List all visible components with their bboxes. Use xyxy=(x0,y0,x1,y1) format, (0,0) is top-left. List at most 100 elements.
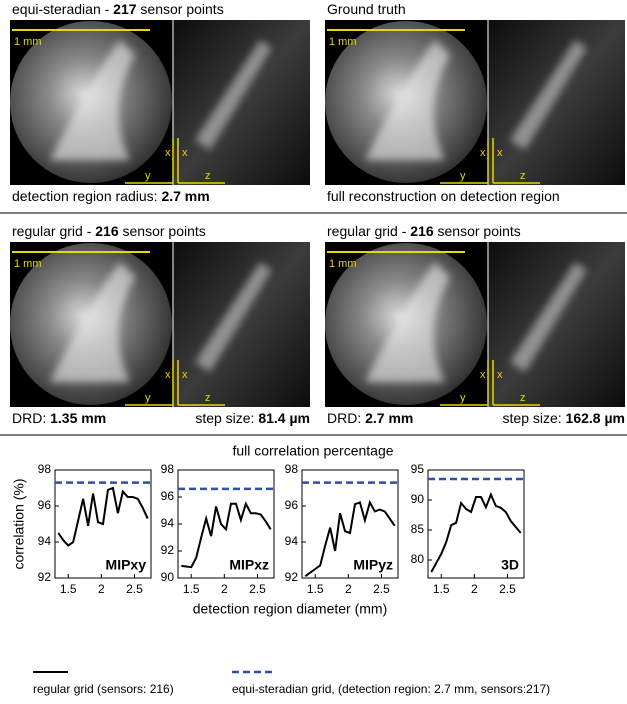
x-tick-label: 2 xyxy=(471,582,478,596)
panel-caption-part: DRD: xyxy=(327,410,365,426)
y-tick-label: 94 xyxy=(285,534,299,548)
y-tick-label: 80 xyxy=(411,552,425,566)
axis-x: x xyxy=(480,147,486,159)
axis-arrows xyxy=(440,138,540,184)
plot-frame xyxy=(427,469,525,579)
scale-label: 1 mm xyxy=(329,258,357,270)
x-tick-label: 1.5 xyxy=(307,582,324,596)
axis-arrows xyxy=(125,360,225,406)
chart-label: 3D xyxy=(501,557,519,573)
axis-y: y xyxy=(145,170,151,182)
axis-arrows xyxy=(440,360,540,406)
panel-caption-part: full reconstruction on detection region xyxy=(327,188,560,204)
panel-title-part: sensor points xyxy=(137,1,224,17)
x-tick-label: 2 xyxy=(345,582,352,596)
legend-label: regular grid (sensors: 216) xyxy=(33,682,174,696)
image-structure xyxy=(365,40,450,160)
image-structure xyxy=(50,262,135,382)
panel-title-part: 216 xyxy=(95,223,119,239)
x-tick-label: 1.5 xyxy=(60,582,77,596)
plot-frame xyxy=(54,469,152,579)
x-tick-label: 2 xyxy=(98,582,105,596)
image-streak xyxy=(510,40,587,150)
data-line xyxy=(57,486,149,547)
x-axis-label: detection region diameter (mm) xyxy=(193,601,388,617)
panel-caption: detection region radius: 2.7 mm xyxy=(12,188,210,204)
axis-x: x xyxy=(497,147,503,159)
x-tick-label: 1.5 xyxy=(433,582,450,596)
data-line xyxy=(304,499,396,578)
x-tick-label: 2 xyxy=(221,582,228,596)
chart-title: full correlation percentage xyxy=(232,443,393,459)
panel-caption-part: 2.7 mm xyxy=(365,410,413,426)
x-tick-label: 2.5 xyxy=(249,582,266,596)
axis-y: y xyxy=(460,170,466,182)
chart-label: MIPxy xyxy=(106,557,147,573)
x-tick-label: 2.5 xyxy=(499,582,516,596)
axis-y: y xyxy=(145,392,151,404)
y-tick-label: 94 xyxy=(38,534,52,548)
y-tick-label: 92 xyxy=(38,570,52,584)
panel-title-part: regular grid - xyxy=(327,223,410,239)
panel-title: regular grid - 216 sensor points xyxy=(12,223,206,239)
y-tick-label: 92 xyxy=(285,570,299,584)
image-z xyxy=(488,20,625,185)
axis-x: x xyxy=(497,369,503,381)
image-z xyxy=(488,242,625,407)
panel-title-part: 217 xyxy=(113,1,137,17)
panel-caption-part: DRD: xyxy=(12,410,50,426)
y-tick-label: 85 xyxy=(411,522,425,536)
y-tick-label: 98 xyxy=(161,462,175,476)
panel-caption: step size: 162.8 µm xyxy=(503,410,625,426)
chart-label: MIPxz xyxy=(229,557,269,573)
y-tick-label: 96 xyxy=(285,498,299,512)
y-tick-label: 90 xyxy=(161,570,175,584)
y-tick-label: 94 xyxy=(161,516,175,530)
panel-title-part: regular grid - xyxy=(12,223,95,239)
y-tick-label: 92 xyxy=(161,543,175,557)
panel-title-part: sensor points xyxy=(434,223,521,239)
panel-caption: step size: 81.4 µm xyxy=(195,410,310,426)
panel-caption-part: step size: xyxy=(195,410,258,426)
panel-caption-part: 1.35 mm xyxy=(50,410,106,426)
scale-label: 1 mm xyxy=(14,258,42,270)
panel-caption-part: detection region radius: xyxy=(12,188,161,204)
chart-label: MIPyz xyxy=(353,557,393,573)
y-tick-label: 95 xyxy=(411,462,425,476)
y-tick-label: 90 xyxy=(411,492,425,506)
panel-caption-part: 162.8 µm xyxy=(566,410,625,426)
axis-z: z xyxy=(205,392,211,404)
axis-x: x xyxy=(182,147,188,159)
image-structure xyxy=(365,262,450,382)
x-tick-label: 2.5 xyxy=(373,582,390,596)
plot-frame xyxy=(301,469,399,579)
panel-title: regular grid - 216 sensor points xyxy=(327,223,521,239)
panel-title-part: Ground truth xyxy=(327,1,406,17)
y-tick-label: 98 xyxy=(38,462,52,476)
panel-caption: DRD: 1.35 mm xyxy=(12,410,106,426)
image-z xyxy=(173,20,310,185)
axis-x: x xyxy=(165,147,171,159)
panel-caption: DRD: 2.7 mm xyxy=(327,410,413,426)
x-tick-label: 1.5 xyxy=(183,582,200,596)
image-z xyxy=(173,242,310,407)
axis-x: x xyxy=(182,369,188,381)
data-line xyxy=(430,491,522,573)
axis-y: y xyxy=(460,392,466,404)
panel-caption-part: step size: xyxy=(503,410,566,426)
panel-title-part: sensor points xyxy=(119,223,206,239)
panel-caption-part: 2.7 mm xyxy=(161,188,209,204)
panel-title: equi-steradian - 217 sensor points xyxy=(12,1,224,17)
image-streak xyxy=(195,40,272,150)
image-streak xyxy=(195,262,272,372)
panel-caption: full reconstruction on detection region xyxy=(327,188,560,204)
y-axis-label: correlation (%) xyxy=(11,478,27,569)
axis-x: x xyxy=(480,369,486,381)
scale-label: 1 mm xyxy=(329,36,357,48)
image-streak xyxy=(510,262,587,372)
scale-label: 1 mm xyxy=(14,36,42,48)
axis-z: z xyxy=(205,170,211,182)
legend-label: equi-steradian grid, (detection region: … xyxy=(232,682,550,696)
panel-title-part: equi-steradian - xyxy=(12,1,113,17)
